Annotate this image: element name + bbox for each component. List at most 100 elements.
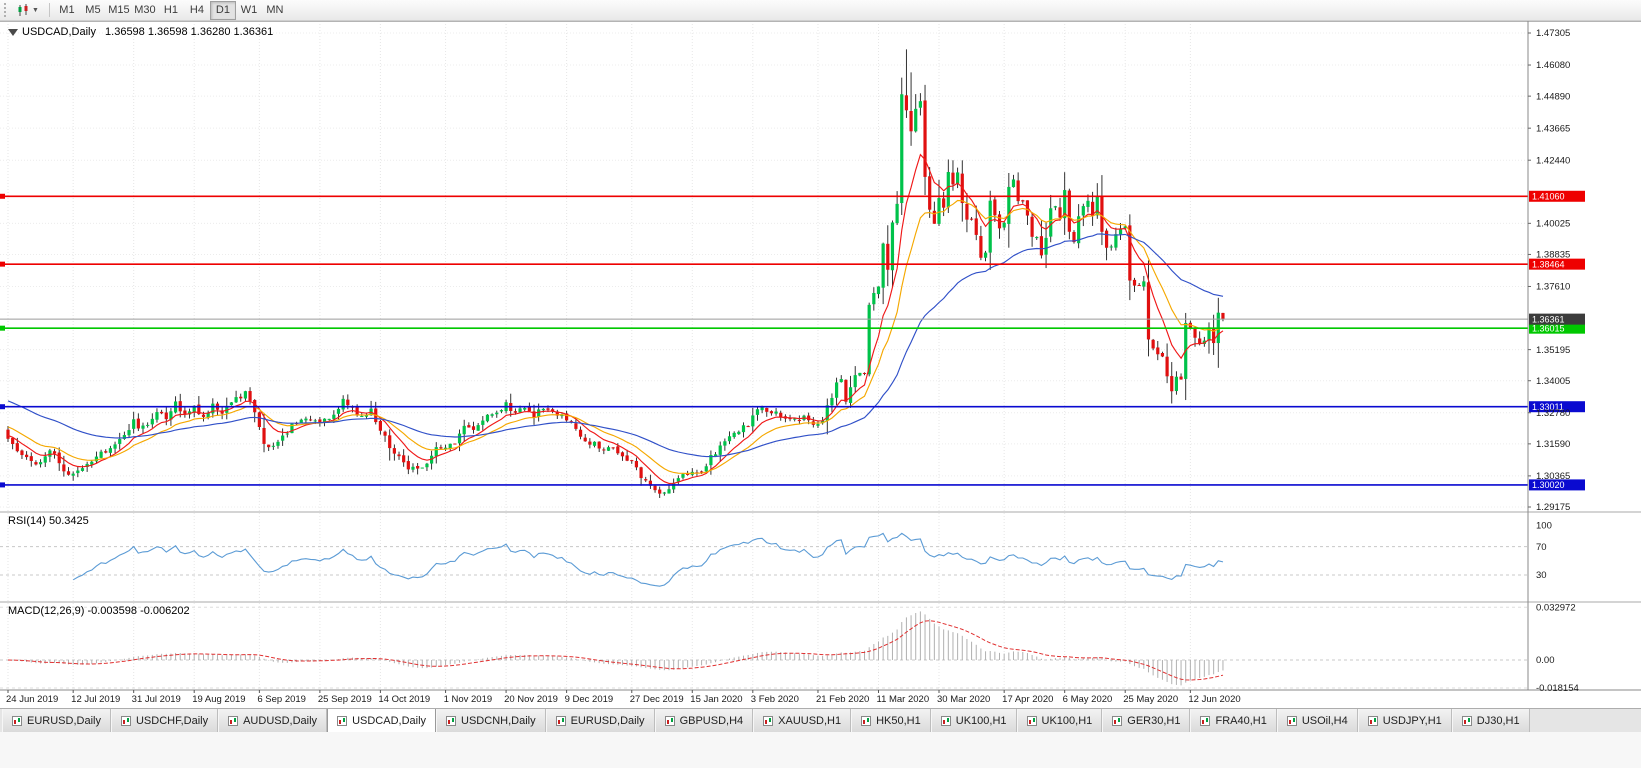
svg-text:25 Sep 2019: 25 Sep 2019 [318, 694, 372, 705]
svg-text:0.00: 0.00 [1536, 655, 1555, 666]
timeframe-button-m30[interactable]: M30 [134, 4, 156, 16]
ma-45-line [7, 233, 1224, 458]
tab-label: USOil,H4 [1301, 714, 1348, 727]
svg-text:1.46080: 1.46080 [1536, 60, 1570, 71]
chart-tab-9-uk100[interactable]: UK100,H1 [930, 709, 1017, 732]
chart-tab-1-usdchf[interactable]: USDCHF,Daily [110, 709, 219, 732]
svg-text:1.36361: 1.36361 [1532, 314, 1565, 324]
tab-chart-icon [12, 715, 22, 726]
timeframe-button-w1[interactable]: W1 [240, 4, 258, 16]
chart-tab-bar: EURUSD,Daily USDCHF,Daily AUDUSD,Daily USDC… [0, 708, 1641, 732]
chart-tab-2-audusd[interactable]: AUDUSD,Daily [218, 709, 328, 732]
svg-text:21 Feb 2020: 21 Feb 2020 [816, 694, 869, 705]
chevron-down-icon: ▼ [32, 6, 39, 14]
tab-label: DJ30,H1 [1476, 714, 1520, 727]
tab-chart-icon [1286, 715, 1297, 726]
status-area [0, 732, 1641, 768]
svg-text:-0.018154: -0.018154 [1536, 683, 1579, 694]
svg-text:12 Jun 2020: 12 Jun 2020 [1188, 694, 1240, 705]
chart-tab-7-xauusd[interactable]: XAUUSD,H1 [753, 709, 852, 732]
svg-text:6 Sep 2019: 6 Sep 2019 [257, 694, 306, 705]
tab-label: USDJPY,H1 [1382, 714, 1442, 727]
svg-text:1.41060: 1.41060 [1532, 191, 1565, 201]
rsi-indicator-label: RSI(14) 50.3425 [8, 515, 89, 527]
tab-label: EURUSD,Daily [27, 714, 101, 727]
tab-chart-icon [1112, 715, 1123, 726]
rsi-line [72, 532, 1224, 587]
timeframe-button-mn[interactable]: MN [266, 4, 284, 16]
chart-tab-6-gbpusd[interactable]: GBPUSD,H4 [654, 709, 754, 732]
svg-text:1.35195: 1.35195 [1536, 345, 1570, 356]
tab-label: USDCAD,Daily [352, 714, 427, 727]
svg-text:1.31590: 1.31590 [1536, 439, 1570, 450]
chart-tab-11-ger30[interactable]: GER30,H1 [1102, 709, 1191, 732]
svg-text:1.30020: 1.30020 [1532, 480, 1565, 490]
chart-tab-15-dj30[interactable]: DJ30,H1 [1451, 709, 1530, 732]
tab-chart-icon [861, 715, 872, 726]
toolbar-grip[interactable] [4, 3, 9, 17]
timeframe-button-m1[interactable]: M1 [59, 4, 75, 16]
tab-label: HK50,H1 [876, 714, 921, 727]
one-click-trading-toggle-icon[interactable] [8, 29, 18, 36]
chart-type-button[interactable]: ▼ [13, 1, 43, 20]
macd-indicator-label: MACD(12,26,9) -0.003598 -0.006202 [8, 605, 190, 617]
tab-chart-icon [1461, 715, 1472, 726]
svg-text:15 Jan 2020: 15 Jan 2020 [690, 694, 742, 705]
price-axis-labels: 1.47305 1.46080 1.44890 1.43665 1.42440 1.400… [1528, 28, 1570, 513]
svg-text:12 Jul 2019: 12 Jul 2019 [71, 694, 120, 705]
ohlc-values: 1.36598 1.36598 1.36280 1.36361 [105, 26, 274, 38]
svg-text:1.44890: 1.44890 [1536, 91, 1570, 102]
tab-chart-icon [664, 715, 675, 726]
chart-window: 1.41060 1.38464 1.36015 1.33011 1.30020 1.363… [0, 21, 1641, 708]
panel-separators [0, 21, 1641, 691]
tab-label: UK100,H1 [955, 714, 1007, 727]
tab-label: EURUSD,Daily [570, 714, 645, 727]
ma-8-line [7, 153, 1224, 484]
svg-text:100: 100 [1536, 521, 1552, 532]
chart-tab-5-eurusd[interactable]: EURUSD,Daily [545, 709, 655, 732]
chart-tab-14-usdjpy[interactable]: USDJPY,H1 [1357, 709, 1452, 732]
chart-tab-13-usoil[interactable]: USOil,H4 [1276, 709, 1358, 732]
chart-tab-4-usdcnh[interactable]: USDCNH,Daily [436, 709, 546, 732]
chart-tab-3-usdcad[interactable]: USDCAD,Daily [327, 709, 437, 732]
svg-text:0.032972: 0.032972 [1536, 602, 1576, 613]
tab-label: GER30,H1 [1127, 714, 1181, 727]
svg-text:1.47305: 1.47305 [1536, 28, 1570, 39]
svg-text:1.33011: 1.33011 [1532, 402, 1564, 412]
chart-tab-8-hk50[interactable]: HK50,H1 [851, 709, 931, 732]
ma-16-line [7, 199, 1224, 475]
svg-text:1.38835: 1.38835 [1536, 250, 1570, 261]
chart-tab-0-eurusd[interactable]: EURUSD,Daily [2, 709, 111, 732]
svg-text:1.29175: 1.29175 [1536, 502, 1570, 513]
svg-text:30 Mar 2020: 30 Mar 2020 [937, 694, 990, 705]
tab-chart-icon [1026, 715, 1037, 726]
timeframe-button-h1[interactable]: H1 [163, 4, 178, 16]
timeframe-button-d1[interactable]: D1 [209, 0, 236, 20]
svg-text:1.36015: 1.36015 [1532, 323, 1565, 333]
tab-label: USDCHF,Daily [135, 714, 209, 727]
svg-text:17 Apr 2020: 17 Apr 2020 [1002, 694, 1053, 705]
chart-background [0, 21, 1641, 708]
tab-label: USDCNH,Daily [461, 714, 536, 727]
tab-label: GBPUSD,H4 [679, 714, 744, 727]
chart-tab-12-fra40[interactable]: FRA40,H1 [1190, 709, 1277, 732]
timeframe-button-m5[interactable]: M5 [85, 4, 101, 16]
price-chart[interactable]: 1.41060 1.38464 1.36015 1.33011 1.30020 1.363… [0, 21, 1641, 708]
timeframe-toolbar: ▼ M1 M5 M15 M30 H1 H4 D1 W1 MN [0, 0, 1641, 21]
timeframe-button-h4[interactable]: H4 [189, 4, 204, 16]
svg-text:6 May 2020: 6 May 2020 [1063, 694, 1113, 705]
macd-panel [0, 606, 1528, 689]
svg-text:1.38464: 1.38464 [1532, 259, 1565, 269]
svg-text:1 Nov 2019: 1 Nov 2019 [444, 694, 493, 705]
svg-text:27 Dec 2019: 27 Dec 2019 [630, 694, 684, 705]
tab-chart-icon [1200, 715, 1211, 726]
tab-label: XAUUSD,H1 [778, 714, 842, 727]
svg-text:30: 30 [1536, 570, 1547, 581]
timeframe-button-m15[interactable]: M15 [108, 4, 130, 16]
svg-text:9 Dec 2019: 9 Dec 2019 [565, 694, 614, 705]
svg-text:70: 70 [1536, 542, 1547, 553]
svg-text:24 Jun 2019: 24 Jun 2019 [6, 694, 58, 705]
timeframe-buttons: M1 M5 M15 M30 H1 H4 D1 W1 MN [54, 0, 288, 20]
svg-text:19 Aug 2019: 19 Aug 2019 [192, 694, 245, 705]
chart-tab-10-uk100[interactable]: UK100,H1 [1016, 709, 1103, 732]
